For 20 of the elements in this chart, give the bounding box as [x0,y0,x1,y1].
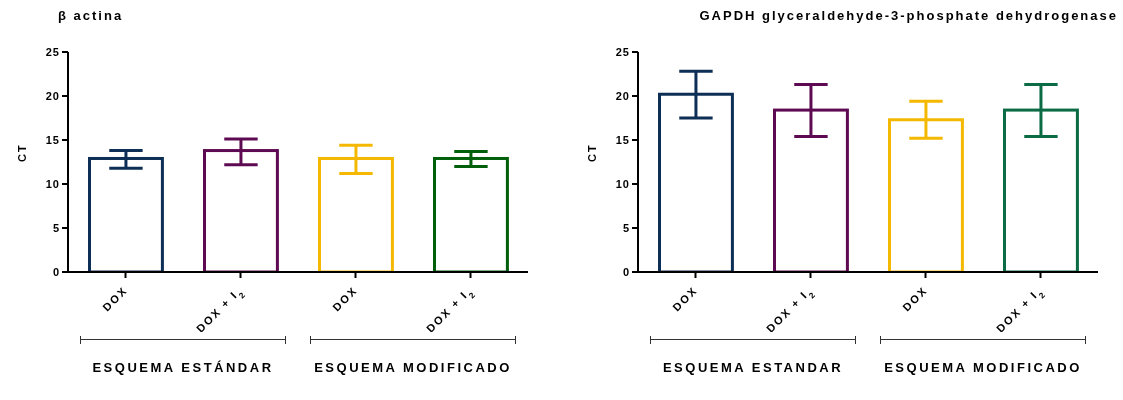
y-tick-label: 0 [52,265,60,278]
y-axis-title: CT [15,143,28,162]
y-tick-label: 10 [615,177,630,190]
chart-title: GAPDH glyceraldehyde-3-phosphate dehydrogenase [698,8,1118,25]
y-tick-label: 5 [52,221,60,234]
y-tick-label: 20 [615,89,630,102]
text: ESQUEMA ESTÁNDAR [91,360,275,375]
text: ESQUEMA MODIFICADO [313,360,513,375]
y-tick-label: 0 [622,265,630,278]
text: ESQUEMA ESTANDAR [661,360,845,375]
y-tick-label: 15 [615,133,630,146]
y-tick-label: 20 [45,89,60,102]
y-tick-label: 5 [622,221,630,234]
y-axis-title: CT [585,143,598,162]
y-tick-label: 10 [45,177,60,190]
y-tick-label: 15 [45,133,60,146]
y-tick-label: 25 [45,45,60,58]
text: ESQUEMA MODIFICADO [883,360,1083,375]
y-tick-label: 25 [615,45,630,58]
chart-title: β actina [57,8,125,25]
